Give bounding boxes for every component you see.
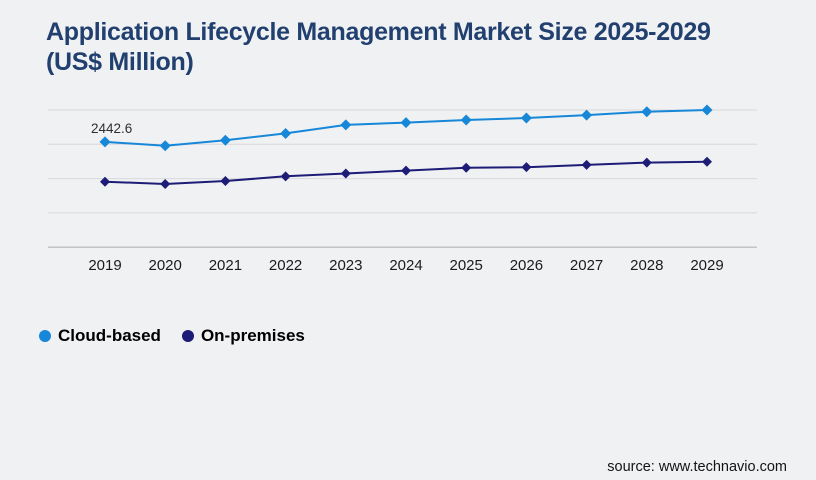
data-point-marker (220, 176, 231, 187)
x-axis-label: 2024 (389, 257, 422, 274)
data-point-marker (461, 162, 472, 173)
x-axis-label: 2019 (88, 257, 121, 274)
data-point-marker (219, 134, 231, 146)
x-axis-label: 2029 (690, 257, 723, 274)
data-point-marker (160, 179, 171, 190)
data-point-marker (701, 104, 713, 116)
x-axis-label: 2026 (510, 257, 543, 274)
data-point-marker (702, 156, 712, 167)
data-point-marker (100, 176, 110, 187)
x-axis-label: 2021 (209, 257, 242, 274)
legend-marker-on-premises-icon (181, 330, 194, 342)
data-point-marker (340, 119, 352, 131)
data-point-marker (99, 136, 111, 148)
data-point-marker (520, 112, 532, 124)
x-axis-label: 2020 (149, 257, 182, 274)
legend-item-cloud-based: Cloud-based (39, 326, 161, 346)
legend-marker-cloud-based-icon (39, 330, 51, 342)
data-point-marker (641, 157, 652, 168)
x-axis-label: 2023 (329, 257, 362, 274)
chart-title: Application Lifecycle Management Market … (46, 18, 711, 76)
source-attribution: source: www.technavio.com (607, 459, 787, 475)
legend-label-on-premises: On-premises (200, 326, 305, 345)
data-point-marker (401, 165, 411, 176)
x-axis-label: 2022 (269, 257, 302, 274)
x-axis-label: 2028 (630, 257, 663, 274)
data-point-label: 2442.6 (91, 121, 132, 136)
chart-legend: Cloud-based On-premises (39, 326, 305, 346)
x-axis-label: 2025 (450, 257, 483, 274)
data-point-marker (641, 106, 653, 118)
data-point-marker (340, 168, 351, 179)
x-axis-label: 2027 (570, 257, 603, 274)
legend-item-on-premises: On-premises (181, 326, 305, 346)
data-point-marker (581, 109, 593, 121)
data-point-marker (159, 140, 171, 152)
data-point-marker (460, 114, 472, 126)
data-point-marker (280, 171, 291, 182)
data-point-marker (400, 117, 412, 129)
data-point-marker (521, 162, 532, 173)
data-point-marker (280, 127, 292, 139)
data-point-marker (581, 159, 592, 170)
legend-label-cloud-based: Cloud-based (58, 326, 161, 345)
